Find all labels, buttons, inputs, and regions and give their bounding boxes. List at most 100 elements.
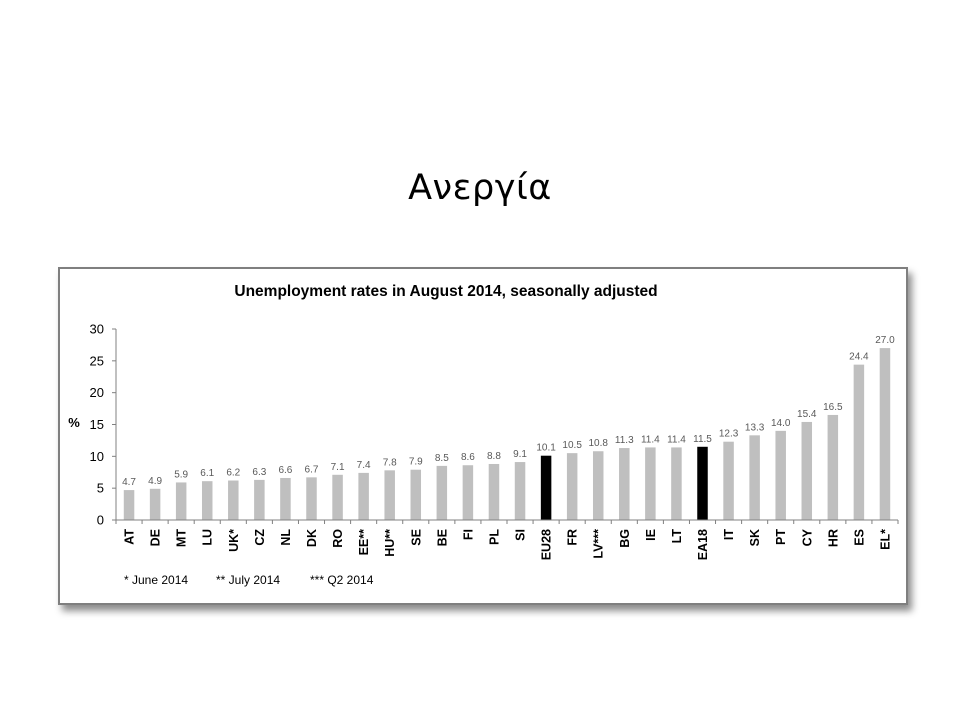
bar (827, 414, 839, 520)
value-label: 10.5 (562, 440, 582, 451)
y-tick-label: 30 (90, 322, 104, 337)
value-label: 24.4 (849, 352, 869, 363)
footnote: ** July 2014 (216, 573, 280, 587)
x-tick-label: CY (800, 528, 814, 546)
x-tick-label: BE (435, 529, 449, 546)
bar (697, 446, 708, 520)
value-labels: 4.7 4.9 5.9 6.1 6.2 6.3 6.6 6.7 7.1 7.4 7.8 7.9 8.5 8… (122, 335, 895, 488)
slide-title: Ανεργία (408, 168, 552, 208)
x-tick-label: EL* (878, 529, 892, 550)
value-label: 8.5 (435, 453, 449, 464)
x-tick-label: MT (175, 529, 189, 547)
chart-title: Unemployment rates in August 2014, seaso… (234, 283, 657, 300)
x-tick-label: LU (201, 529, 215, 546)
bar (358, 472, 369, 520)
y-axis: 0 5 10 15 20 25 30 (90, 322, 117, 528)
y-tick-label: 10 (90, 449, 104, 464)
value-label: 15.4 (797, 409, 817, 420)
bar (149, 488, 161, 520)
bar-chart: Unemployment rates in August 2014, seaso… (68, 283, 899, 587)
x-tick-label: SE (409, 529, 423, 546)
value-label: 6.6 (278, 465, 292, 476)
value-label: 27.0 (875, 335, 895, 346)
bar (410, 469, 422, 520)
value-label: 7.8 (383, 457, 397, 468)
y-tick-label: 5 (97, 481, 104, 496)
bars (123, 348, 891, 520)
x-tick-label: SI (514, 529, 528, 541)
x-tick-label: RO (331, 529, 345, 548)
value-label: 6.3 (252, 467, 266, 478)
x-tick-label: LT (670, 529, 684, 544)
bar (201, 481, 213, 520)
value-label: 4.9 (148, 476, 162, 487)
x-tick-label: PL (487, 529, 501, 545)
value-label: 9.1 (513, 449, 527, 460)
value-label: 8.8 (487, 451, 501, 462)
bar (566, 453, 578, 520)
y-tick-label: 20 (90, 385, 104, 400)
x-tick-label: NL (279, 529, 293, 546)
value-label: 11.4 (667, 434, 686, 445)
bar (175, 482, 187, 520)
x-tick-label: AT (123, 529, 137, 545)
bar (801, 421, 813, 520)
bar (853, 364, 865, 520)
value-label: 16.5 (823, 402, 843, 413)
bar (332, 474, 343, 520)
y-tick-label: 0 (97, 513, 104, 528)
x-tick-label: IT (722, 529, 736, 540)
x-tick-label: FR (566, 529, 580, 546)
x-tick-label: EA18 (696, 529, 710, 560)
x-tick-label: FI (461, 529, 475, 540)
bar (540, 455, 552, 520)
x-tick-label: LV*** (592, 529, 606, 559)
value-label: 11.5 (693, 434, 712, 445)
x-tick-label: HR (826, 529, 840, 547)
bar (775, 430, 786, 520)
bar (254, 479, 265, 520)
x-tick-label: EE** (357, 529, 371, 556)
bar (592, 451, 604, 520)
bar (514, 462, 526, 520)
value-label: 7.4 (357, 460, 371, 471)
bar (645, 447, 656, 520)
value-label: 12.3 (719, 429, 739, 440)
value-label: 14.0 (771, 418, 791, 429)
x-tick-label: PT (774, 529, 788, 545)
bar (619, 448, 630, 520)
bar (384, 470, 395, 520)
bar (749, 435, 760, 520)
bar (462, 465, 474, 520)
x-tick-label: ES (852, 529, 866, 546)
x-tick-label: DE (149, 529, 163, 546)
value-label: 11.4 (641, 434, 660, 445)
footnotes: * June 2014 ** July 2014 *** Q2 2014 (124, 573, 374, 587)
x-tick-label: BG (618, 529, 632, 548)
value-label: 10.8 (588, 438, 608, 449)
value-label: 13.3 (745, 422, 765, 433)
value-label: 11.3 (615, 435, 634, 446)
value-label: 6.2 (226, 468, 240, 479)
bar (488, 463, 500, 520)
bar (723, 441, 734, 520)
value-label: 6.1 (200, 468, 214, 479)
bar (123, 490, 135, 520)
value-label: 5.9 (174, 469, 188, 480)
bar (306, 477, 317, 520)
value-label: 4.7 (122, 477, 136, 488)
x-tick-label: EU28 (540, 529, 554, 560)
y-axis-label: % (68, 415, 80, 430)
x-tick-label: CZ (253, 529, 267, 546)
x-axis: AT DE MT LU UK* CZ NL DK RO EE** HU** SE BE FI PL SI EU2… (115, 519, 899, 560)
x-tick-label: UK* (227, 529, 241, 552)
bar (228, 480, 239, 520)
y-tick-label: 15 (90, 417, 104, 432)
value-label: 7.1 (331, 462, 345, 473)
bar (671, 447, 682, 520)
y-tick-label: 25 (90, 353, 104, 368)
x-tick-label: IE (644, 529, 658, 541)
value-label: 6.7 (305, 464, 319, 475)
footnote: *** Q2 2014 (310, 573, 374, 587)
value-label: 7.9 (409, 457, 423, 468)
